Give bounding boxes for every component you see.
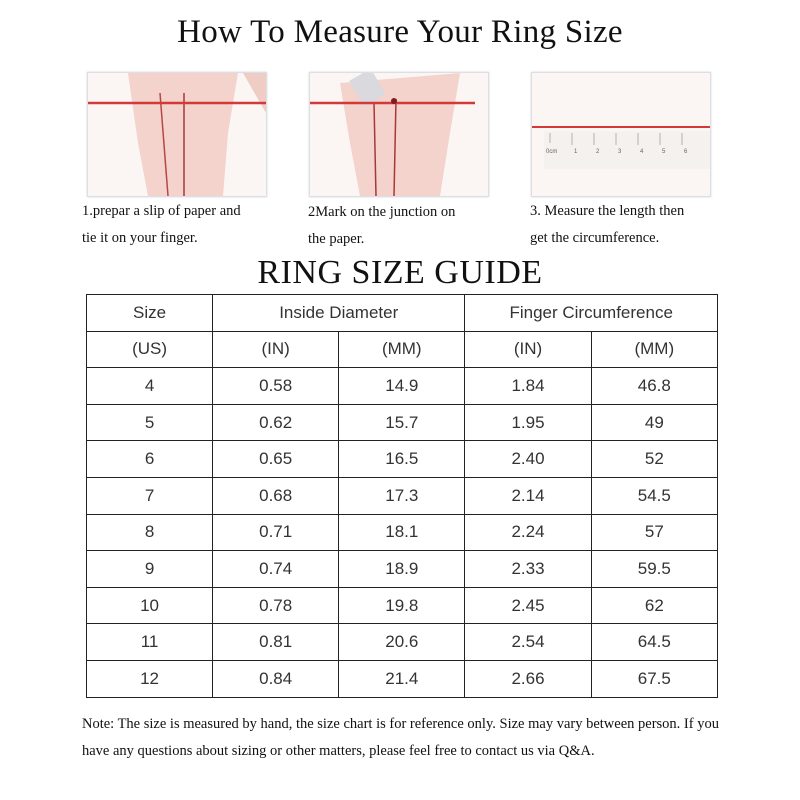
unit-cell: (IN) xyxy=(464,330,592,369)
table-cell: 20.6 xyxy=(338,623,466,661)
table-cell: 14.9 xyxy=(338,367,466,405)
step3-caption: 3. Measure the length then get the circu… xyxy=(530,198,730,252)
table-cell: 2.40 xyxy=(464,440,592,478)
table-cell: 46.8 xyxy=(590,367,719,405)
table-cell: 57 xyxy=(590,513,719,552)
table-cell: 0.68 xyxy=(212,476,340,515)
step3-photo: 0cm 1 2 3 4 5 6 xyxy=(531,72,711,197)
caption-line: 1.prepar a slip of paper and xyxy=(82,203,241,219)
table-cell: 2.33 xyxy=(464,550,592,588)
table-cell: 15.7 xyxy=(338,403,466,442)
table-cell: 18.9 xyxy=(338,550,466,588)
table-row: 11 0.81 20.6 2.54 64.5 xyxy=(85,623,719,661)
ruler-label: 0cm xyxy=(546,149,557,155)
unit-cell: (US) xyxy=(85,330,214,369)
table-cell: 7 xyxy=(85,476,214,515)
step1-photo xyxy=(87,72,267,197)
table-row: 7 0.68 17.3 2.14 54.5 xyxy=(85,476,719,515)
caption-line: 2Mark on the junction on xyxy=(308,204,456,220)
table-cell: 0.81 xyxy=(212,623,340,661)
unit-cell: (IN) xyxy=(212,330,340,369)
table-cell: 67.5 xyxy=(590,659,719,698)
page-title: How To Measure Your Ring Size xyxy=(177,14,623,50)
table-cell: 54.5 xyxy=(590,476,719,515)
table-cell: 2.45 xyxy=(464,586,592,625)
table-cell: 18.1 xyxy=(338,513,466,552)
caption-line: get the circumference. xyxy=(530,230,660,246)
ruler-label: 3 xyxy=(618,149,622,155)
ruler-label: 5 xyxy=(662,149,666,155)
unit-cell: (MM) xyxy=(590,330,719,369)
table-row: 6 0.65 16.5 2.40 52 xyxy=(85,440,719,478)
caption-line: tie it on your finger. xyxy=(82,230,198,246)
header-size: Size xyxy=(85,294,214,332)
ruler-label: 2 xyxy=(596,149,600,155)
table-cell: 16.5 xyxy=(338,440,466,478)
table-cell: 0.62 xyxy=(212,403,340,442)
table-cell: 52 xyxy=(590,440,719,478)
table-cell: 0.78 xyxy=(212,586,340,625)
step2-caption: 2Mark on the junction on the paper. xyxy=(308,199,508,253)
table-cell: 0.71 xyxy=(212,513,340,552)
table-cell: 17.3 xyxy=(338,476,466,515)
ruler-label: 6 xyxy=(684,149,688,155)
table-cell: 4 xyxy=(85,367,214,405)
table-cell: 0.84 xyxy=(212,659,340,698)
table-row: 5 0.62 15.7 1.95 49 xyxy=(85,403,719,442)
table-cell: 8 xyxy=(85,513,214,552)
table-row: 10 0.78 19.8 2.45 62 xyxy=(85,586,719,625)
table-cell: 1.95 xyxy=(464,403,592,442)
table-cell: 64.5 xyxy=(590,623,719,661)
note-text: Note: The size is measured by hand, the … xyxy=(82,716,719,759)
ruler-label: 1 xyxy=(574,149,578,155)
table-cell: 9 xyxy=(85,550,214,588)
table-cell: 0.65 xyxy=(212,440,340,478)
header-finger-circumference: Finger Circumference xyxy=(464,294,718,332)
table-cell: 2.66 xyxy=(464,659,592,698)
table-row: 9 0.74 18.9 2.33 59.5 xyxy=(85,550,719,588)
table-cell: 62 xyxy=(590,586,719,625)
table-cell: 12 xyxy=(85,659,214,698)
table-cell: 11 xyxy=(85,623,214,661)
table-row: 8 0.71 18.1 2.24 57 xyxy=(85,513,719,552)
step2-photo xyxy=(309,72,489,197)
header-inside-diameter: Inside Diameter xyxy=(212,294,466,332)
table-cell: 6 xyxy=(85,440,214,478)
table-cell: 19.8 xyxy=(338,586,466,625)
table-cell: 10 xyxy=(85,586,214,625)
step1-caption: 1.prepar a slip of paper and tie it on y… xyxy=(82,198,282,252)
table-cell: 0.74 xyxy=(212,550,340,588)
table-cell: 2.54 xyxy=(464,623,592,661)
table-cell: 0.58 xyxy=(212,367,340,405)
caption-line: the paper. xyxy=(308,231,365,247)
unit-cell: (MM) xyxy=(338,330,466,369)
table-cell: 49 xyxy=(590,403,719,442)
table-cell: 1.84 xyxy=(464,367,592,405)
guide-title: RING SIZE GUIDE xyxy=(257,254,543,291)
unit-row: (US) (IN) (MM) (IN) (MM) xyxy=(85,330,719,369)
header-row: Size Inside Diameter Finger Circumferenc… xyxy=(85,294,718,332)
table-cell: 21.4 xyxy=(338,659,466,698)
table-cell: 2.14 xyxy=(464,476,592,515)
caption-line: 3. Measure the length then xyxy=(530,203,685,219)
table-cell: 5 xyxy=(85,403,214,442)
table-row: 4 0.58 14.9 1.84 46.8 xyxy=(85,367,719,405)
table-cell: 59.5 xyxy=(590,550,719,588)
ruler-label: 4 xyxy=(640,149,644,155)
table-cell: 2.24 xyxy=(464,513,592,552)
ring-size-table: Size Inside Diameter Finger Circumferenc… xyxy=(85,294,719,698)
table-row: 12 0.84 21.4 2.66 67.5 xyxy=(85,659,719,698)
